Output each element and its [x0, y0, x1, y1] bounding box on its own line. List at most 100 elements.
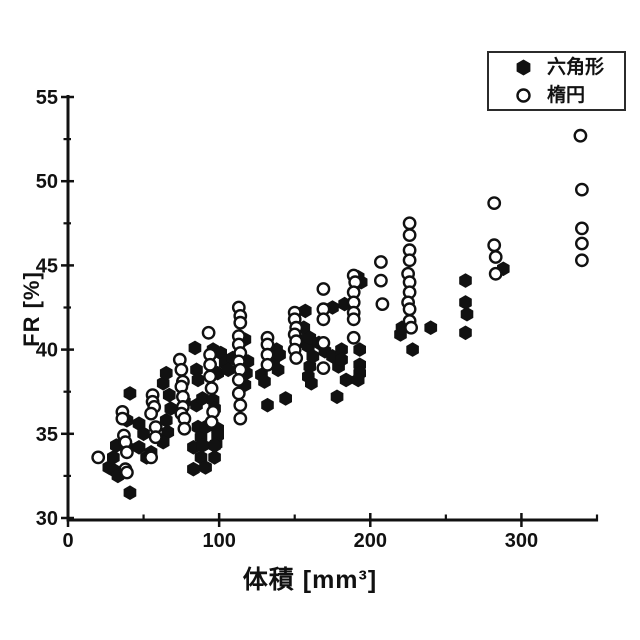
scatter-point-circle [373, 273, 388, 288]
scatter-point-circle [115, 411, 130, 426]
scatter-point-hexagon [330, 389, 344, 405]
scatter-point-circle [488, 266, 503, 281]
scatter-point-circle [120, 465, 134, 480]
scatter-point-hexagon [162, 387, 176, 403]
scatter-point-circle [573, 128, 588, 143]
y-tick-label: 40 [36, 340, 58, 362]
scatter-point-hexagon [132, 440, 146, 455]
legend-label-hexagon: 六角形 [547, 56, 605, 78]
scatter-point-hexagon [335, 342, 348, 357]
scatter-point-hexagon [191, 372, 205, 388]
scatter-point-hexagon [188, 340, 202, 356]
scatter-point-hexagon [164, 401, 178, 416]
scatter-point-hexagon [190, 362, 203, 378]
y-tick-label: 50 [36, 171, 58, 193]
scatter-point-hexagon [353, 342, 366, 357]
legend-item-ellipse: 楕円 [515, 83, 624, 107]
scatter-point-hexagon [196, 391, 209, 406]
scatter-point-hexagon [258, 374, 271, 389]
scatter-point-circle [402, 253, 417, 268]
y-tick-label: 55 [36, 87, 58, 109]
scatter-point-circle [203, 369, 218, 384]
scatter-point-circle [204, 415, 219, 429]
scatter-point-circle [575, 236, 589, 251]
scatter-point-circle [201, 325, 216, 340]
scatter-point-circle [148, 430, 163, 445]
scatter-point-hexagon [261, 397, 274, 413]
scatter-point-hexagon [199, 460, 212, 475]
scatter-point-circle [174, 362, 189, 377]
scatter-point-circle [373, 255, 388, 269]
scatter-point-hexagon [299, 303, 312, 319]
scatter-point-hexagon [424, 320, 438, 335]
scatter-point-circle [404, 320, 418, 335]
open-circle-icon [516, 87, 531, 103]
scatter-point-circle [231, 372, 246, 387]
y-axis-title: FR [%] [19, 271, 44, 347]
scatter-point-circle [346, 312, 361, 327]
scatter-point-circle [316, 361, 331, 375]
scatter-point-hexagon [273, 347, 286, 362]
scatter-point-circle [177, 421, 192, 436]
legend-label-ellipse: 楕円 [547, 84, 586, 106]
scatter-point-hexagon [196, 438, 209, 453]
scatter-point-hexagon [459, 295, 472, 310]
scatter-point-circle [233, 315, 248, 330]
scatter-point-circle [233, 411, 248, 426]
scatter-point-circle [316, 312, 331, 327]
scatter-point-hexagon [159, 365, 173, 381]
scatter-point-hexagon [305, 376, 318, 391]
scatter-point-circle [316, 335, 331, 350]
scatter-point-circle [488, 250, 503, 264]
scatter-point-circle [91, 450, 106, 465]
scatter-point-circle [204, 381, 219, 396]
scatter-point-circle [575, 221, 589, 236]
scatter-point-circle [231, 386, 246, 401]
scatter-point-circle [289, 351, 304, 365]
scatter-point-hexagon [271, 362, 285, 378]
scatter-point-circle [203, 357, 218, 372]
scatter-point-hexagon [159, 413, 173, 428]
scatter-point-hexagon [306, 349, 320, 364]
scatter-point-hexagon [339, 372, 353, 388]
filled-hexagon-icon [516, 59, 531, 75]
x-tick-label: 200 [354, 530, 387, 552]
scatter-point-circle [375, 297, 390, 311]
scatter-point-hexagon [221, 362, 235, 378]
y-tick-label: 35 [36, 424, 58, 446]
scatter-point-hexagon [123, 485, 137, 500]
x-tick-label: 0 [62, 530, 73, 552]
scatter-point-hexagon [459, 273, 472, 288]
scatter-point-hexagon [351, 372, 365, 388]
scatter-point-circle [402, 228, 417, 243]
x-axis-title: 体積 [mm³] [242, 566, 378, 594]
scatter-point-circle [120, 445, 134, 460]
y-tick-label: 30 [36, 508, 58, 530]
scatter-point-circle [487, 196, 502, 211]
scatter-point-hexagon [406, 342, 419, 357]
x-tick-label: 300 [505, 530, 538, 552]
legend-item-hexagon: 六角形 [515, 55, 624, 79]
scatter-point-circle [575, 253, 589, 268]
scatter-point-circle [260, 357, 275, 372]
y-tick-label: 45 [36, 255, 58, 277]
scatter-point-hexagon [335, 352, 348, 367]
legend: 六角形 楕円 [487, 51, 626, 111]
x-tick-label: 100 [202, 530, 235, 552]
scatter-point-hexagon [187, 461, 200, 477]
scatter-point-circle [575, 182, 589, 197]
scatter-point-hexagon [208, 450, 221, 465]
scatter-point-circle [233, 398, 248, 413]
scatter-point-circle [346, 330, 361, 345]
scatter-point-circle [144, 450, 159, 465]
scatter-point-hexagon [279, 391, 292, 406]
scatter-point-circle [402, 302, 417, 317]
scatter-point-hexagon [208, 438, 221, 453]
scatter-point-circle [144, 406, 159, 421]
scatter-point-circle [487, 238, 502, 253]
scatter-point-hexagon [137, 426, 150, 442]
scatter-point-hexagon [123, 386, 137, 401]
scatter-point-hexagon [460, 306, 474, 322]
